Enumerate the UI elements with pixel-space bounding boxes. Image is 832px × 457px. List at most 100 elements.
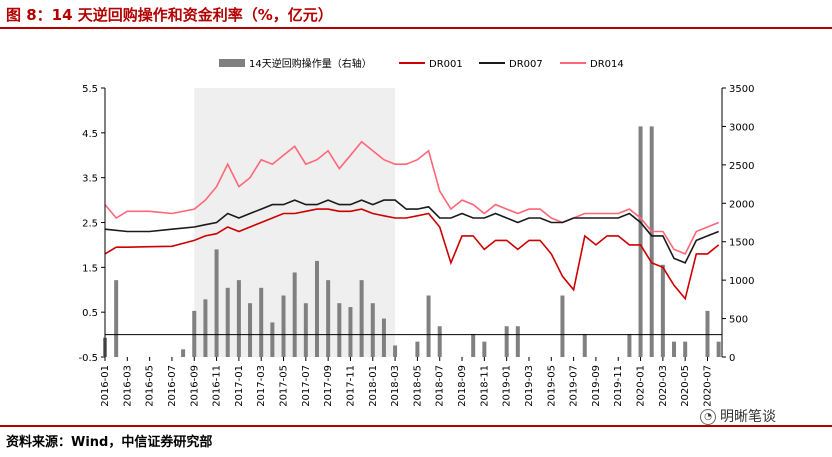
right-tick-label: 3500 [729,84,754,95]
series-line-dr007 [104,199,719,264]
x-tick-label: 2016-03 [122,365,133,407]
volume-bar [236,280,241,357]
x-tick-label: 2018-05 [412,365,423,407]
x-tick-label: 2017-01 [234,365,245,407]
volume-bar [683,341,688,357]
volume-bar [393,345,398,357]
x-tick-label: 2017-03 [256,365,267,407]
x-tick-label: 2016-01 [100,365,111,407]
volume-bar [225,287,230,357]
right-tick-label: 2500 [729,161,754,172]
left-tick-label: 3.5 [82,174,98,185]
wechat-icon: ◔ [700,409,716,425]
right-tick-label: 500 [729,315,748,326]
x-axis: 2016-01 2016-03 2016-05 2016-07 2016-09 2016-… [100,357,713,407]
volume-bar [214,249,219,357]
x-tick-label: 2018-01 [368,365,379,407]
x-tick-label: 2016-11 [212,365,223,407]
volume-bar [415,341,420,357]
x-tick-label: 2019-09 [591,365,602,407]
volume-bar [248,303,253,357]
volume-bar [471,333,476,357]
bottom-rule [0,425,832,427]
series-line-dr001 [104,208,720,301]
volume-bar [482,341,487,357]
volume-bar [314,260,319,357]
watermark: ◔ 明晰笔谈 [700,406,776,426]
volume-bars [103,126,721,357]
series-line-dr014 [104,140,719,255]
x-tick-label: 2017-11 [345,365,356,407]
x-tick-label: 2019-05 [546,365,557,407]
volume-bar [359,280,364,357]
left-axis: 5.5 4.5 3.5 2.5 1.5 0.5 -0.5 [78,84,105,364]
volume-bar [426,295,431,357]
volume-bar [560,295,565,357]
volume-bar [672,341,677,357]
figure-title: 图 8：14 天逆回购操作和资金利率（%，亿元） [6,6,333,24]
x-tick-label: 2017-05 [279,365,290,407]
volume-bar [303,303,308,357]
legend-label: 14天逆回购操作量（右轴） [249,57,372,70]
legend-label: DR007 [509,59,543,70]
right-tick-label: 3000 [729,122,754,133]
volume-bar [348,307,353,357]
volume-bar [660,264,665,357]
left-tick-label: 2.5 [82,219,98,230]
volume-bar [326,280,331,357]
volume-bar [638,126,643,357]
legend-label: DR014 [590,59,624,70]
volume-bar [270,322,275,357]
volume-bar [649,126,654,357]
volume-bar [292,272,297,357]
x-tick-label: 2019-03 [524,365,535,407]
volume-bar [582,333,587,357]
volume-bar [370,303,375,357]
volume-bar [192,310,197,357]
left-tick-label: 1.5 [82,263,98,274]
volume-bar [181,349,186,357]
x-tick-label: 2017-07 [301,365,312,407]
right-axis: 3500 3000 2500 2000 1500 1000 500 0 [722,84,754,364]
right-tick-label: 1000 [729,276,754,287]
right-tick-label: 0 [729,353,735,364]
top-rule [0,27,832,29]
source-note: 资料来源：Wind，中信证券研究部 [6,435,213,450]
right-tick-label: 1500 [729,238,754,249]
watermark-text: 明晰笔谈 [720,409,776,425]
volume-bar [381,318,386,357]
x-tick-label: 2018-07 [435,365,446,407]
x-tick-label: 2016-05 [145,365,156,407]
left-tick-label: 4.5 [82,129,98,140]
volume-bar [515,326,520,357]
x-tick-label: 2017-09 [323,365,334,407]
x-tick-label: 2016-09 [189,365,200,407]
volume-bar [114,280,119,357]
right-tick-label: 2000 [729,199,754,210]
volume-bar [705,310,710,357]
left-tick-label: -0.5 [78,353,98,364]
rates-chart: 5.5 4.5 3.5 2.5 1.5 0.5 -0.5 3500 3000 2500 2000 1… [78,57,754,407]
volume-bar [259,287,264,357]
x-tick-label: 2018-11 [479,365,490,407]
x-tick-label: 2019-01 [502,365,513,407]
x-tick-label: 2018-09 [457,365,468,407]
x-tick-label: 2019-11 [613,365,624,407]
x-tick-label: 2016-07 [167,365,178,407]
volume-bar [203,299,208,357]
volume-bar [504,326,509,357]
legend: 14天逆回购操作量（右轴） DR001 DR007 DR014 [219,57,624,70]
rate-lines [104,140,720,301]
x-tick-label: 2020-07 [702,365,713,407]
left-tick-label: 5.5 [82,84,98,95]
left-tick-label: 0.5 [82,308,98,319]
volume-bar [337,303,342,357]
x-tick-label: 2019-07 [569,365,580,407]
x-tick-label: 2020-01 [636,365,647,407]
legend-label: DR001 [429,59,463,70]
volume-bar [437,326,442,357]
x-tick-label: 2018-03 [390,365,401,407]
x-tick-label: 2020-05 [680,365,691,407]
volume-bar [627,333,632,357]
legend-swatch-volume [219,59,245,67]
